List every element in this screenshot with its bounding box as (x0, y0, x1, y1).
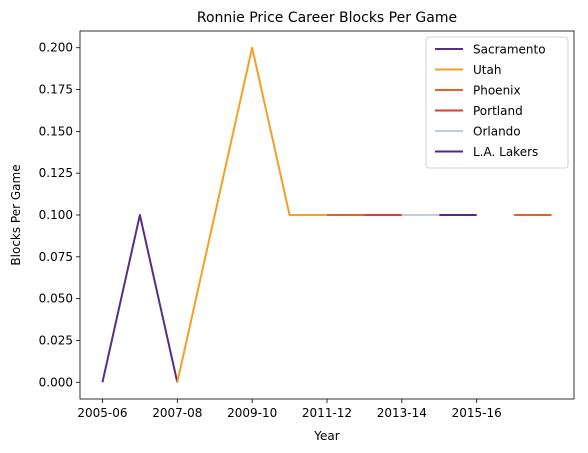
y-tick-label: 0.025 (39, 333, 73, 347)
x-tick-label: 2011-12 (302, 406, 352, 420)
x-tick-label: 2015-16 (452, 406, 502, 420)
x-tick-label: 2007-08 (152, 406, 202, 420)
legend-label: Utah (473, 63, 501, 77)
legend-label: Phoenix (473, 84, 521, 98)
y-tick-label: 0.150 (39, 124, 73, 138)
y-tick-label: 0.050 (39, 292, 73, 306)
y-tick-label: 0.125 (39, 166, 73, 180)
legend: Sacramento Utah Phoenix Portland Orlando L.A.… (425, 36, 569, 169)
series-line-0 (101, 214, 179, 383)
chart-title: Ronnie Price Career Blocks Per Game (197, 10, 457, 26)
legend-label: Orlando (473, 125, 521, 139)
y-tick-label: 0.000 (39, 375, 73, 389)
y-tick-label: 0.100 (39, 208, 73, 222)
series-line-1 (176, 46, 327, 383)
x-tick-label: 2009-10 (227, 406, 277, 420)
y-tick-label: 0.175 (39, 83, 73, 97)
y-tick-label: 0.200 (39, 41, 73, 55)
plot-area: 0.000 0.025 0.050 0.075 0.100 0.125 0.150 0.175… (39, 30, 575, 420)
legend-label: L.A. Lakers (473, 145, 538, 159)
x-axis-label: Year (313, 429, 339, 443)
y-tick-label: 0.075 (39, 250, 73, 264)
y-axis-label: Blocks Per Game (9, 164, 23, 265)
x-tick-label: 2005-06 (77, 406, 127, 420)
x-tick-label: 2013-14 (377, 406, 427, 420)
legend-label: Portland (473, 104, 523, 118)
legend-label: Sacramento (473, 43, 546, 57)
